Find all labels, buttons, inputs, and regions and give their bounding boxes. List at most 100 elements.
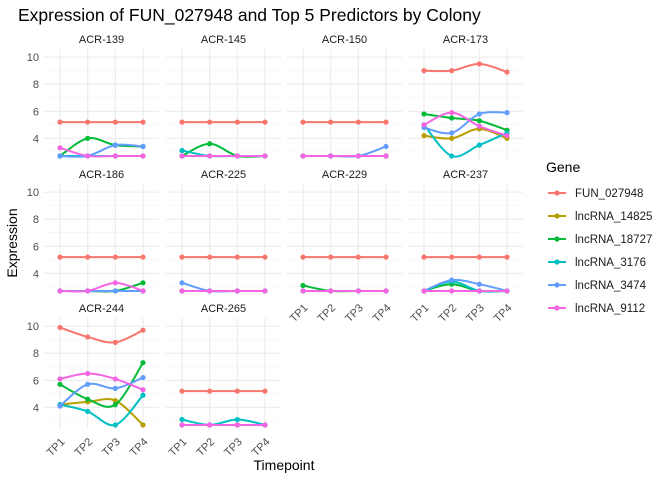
data-point bbox=[112, 397, 118, 404]
data-point bbox=[504, 288, 510, 294]
data-point bbox=[85, 370, 91, 377]
x-axis-title: Timepoint bbox=[254, 457, 315, 473]
y-tick-label: 10 bbox=[27, 321, 39, 333]
data-point bbox=[179, 119, 185, 125]
data-point bbox=[57, 288, 63, 294]
series-line-lncrna_14825 bbox=[59, 398, 144, 426]
legend-label: lncRNA_3176 bbox=[575, 257, 646, 269]
x-tick-label: TP3 bbox=[222, 436, 245, 459]
panel-acr-145: ACR-145 bbox=[166, 34, 281, 160]
legend-key-point bbox=[554, 259, 560, 265]
legend-item-lncrna_9112: lncRNA_9112 bbox=[548, 303, 645, 315]
panel-strip-label: ACR-150 bbox=[322, 34, 367, 46]
data-point bbox=[112, 153, 118, 159]
data-point bbox=[421, 288, 427, 294]
data-point bbox=[476, 61, 482, 67]
panel-acr-139: ACR-139 4 6 8 10 bbox=[27, 34, 159, 160]
data-point bbox=[207, 141, 213, 147]
panel-acr-244: ACR-244 4 6 8 10 TP1 TP2 TP3 TP4 bbox=[27, 303, 159, 459]
x-tick-label: TP3 bbox=[100, 436, 123, 459]
data-point bbox=[383, 119, 389, 125]
data-point bbox=[476, 288, 482, 294]
data-point bbox=[234, 153, 240, 159]
data-point bbox=[476, 142, 482, 148]
x-tick-label: TP4 bbox=[128, 436, 151, 459]
data-point bbox=[328, 254, 334, 260]
data-point bbox=[449, 153, 455, 159]
x-tick-label: TP2 bbox=[72, 436, 95, 459]
data-point bbox=[140, 153, 146, 159]
x-tick-label: TP1 bbox=[409, 302, 432, 325]
x-tick-label: TP1 bbox=[167, 436, 190, 459]
data-point bbox=[504, 133, 510, 139]
data-point bbox=[179, 254, 185, 260]
data-point bbox=[328, 288, 334, 294]
panel-strip-label: ACR-229 bbox=[322, 169, 367, 181]
data-point bbox=[207, 388, 213, 394]
data-point bbox=[476, 118, 482, 124]
series-line-lncrna_9112 bbox=[59, 372, 144, 391]
x-tick-label: TP3 bbox=[343, 302, 366, 325]
data-point bbox=[140, 119, 146, 125]
data-point bbox=[328, 153, 334, 159]
data-point bbox=[421, 68, 427, 74]
data-point bbox=[112, 142, 118, 148]
panel-acr-225: ACR-225 bbox=[166, 169, 281, 295]
data-point bbox=[140, 280, 146, 286]
data-point bbox=[57, 119, 63, 125]
y-tick-label: 4 bbox=[33, 402, 39, 414]
y-tick-label: 10 bbox=[27, 52, 39, 64]
panel-acr-173: ACR-173 bbox=[408, 34, 523, 160]
data-point bbox=[179, 422, 185, 428]
legend-label: lncRNA_3474 bbox=[575, 280, 647, 292]
data-point bbox=[234, 422, 240, 428]
data-point bbox=[421, 111, 427, 117]
x-tick-label: TP2 bbox=[194, 436, 217, 459]
series-line-lncrna_3474 bbox=[59, 143, 144, 158]
data-point bbox=[85, 334, 91, 340]
panel-acr-229: ACR-229 TP1 TP2 TP3 TP4 bbox=[287, 169, 402, 325]
data-point bbox=[207, 254, 213, 260]
data-point bbox=[421, 122, 427, 128]
data-point bbox=[383, 153, 389, 159]
panel-acr-265: ACR-265 TP1 TP2 TP3 TP4 bbox=[166, 303, 281, 459]
data-point bbox=[85, 408, 91, 415]
data-point bbox=[504, 110, 510, 116]
data-point bbox=[85, 288, 91, 294]
legend-title: Gene bbox=[546, 159, 580, 175]
data-point bbox=[112, 422, 118, 428]
series-line-lncrna_9112 bbox=[59, 146, 143, 158]
series-line-lncrna_18727 bbox=[423, 112, 508, 132]
panel-acr-186: ACR-186 4 6 8 10 bbox=[27, 169, 159, 295]
data-point bbox=[57, 324, 63, 331]
data-point bbox=[476, 123, 482, 129]
legend-key-point bbox=[554, 305, 560, 311]
data-point bbox=[449, 135, 455, 141]
y-tick-label: 4 bbox=[33, 133, 39, 145]
y-tick-label: 8 bbox=[33, 79, 39, 91]
data-point bbox=[85, 381, 91, 387]
data-point bbox=[449, 110, 455, 116]
x-tick-label: TP4 bbox=[371, 302, 394, 325]
data-point bbox=[300, 119, 306, 125]
legend-label: lncRNA_18727 bbox=[575, 234, 652, 246]
panel-strip-label: ACR-225 bbox=[201, 169, 246, 181]
y-axis-title: Expression bbox=[4, 208, 20, 277]
x-tick-label: TP1 bbox=[45, 436, 68, 459]
data-point bbox=[449, 68, 455, 74]
data-point bbox=[140, 422, 146, 428]
data-point bbox=[179, 153, 185, 159]
data-point bbox=[207, 153, 213, 159]
data-point bbox=[112, 402, 118, 408]
data-point bbox=[355, 254, 361, 260]
data-point bbox=[383, 288, 389, 294]
series-line-lncrna_18727 bbox=[181, 142, 266, 158]
legend-item-fun_027948: FUN_027948 bbox=[548, 188, 643, 200]
data-point bbox=[355, 119, 361, 125]
data-point bbox=[140, 327, 146, 333]
y-tick-label: 6 bbox=[33, 106, 39, 118]
data-point bbox=[140, 387, 146, 393]
data-point bbox=[179, 147, 185, 154]
data-point bbox=[449, 115, 455, 121]
data-point bbox=[449, 288, 455, 294]
